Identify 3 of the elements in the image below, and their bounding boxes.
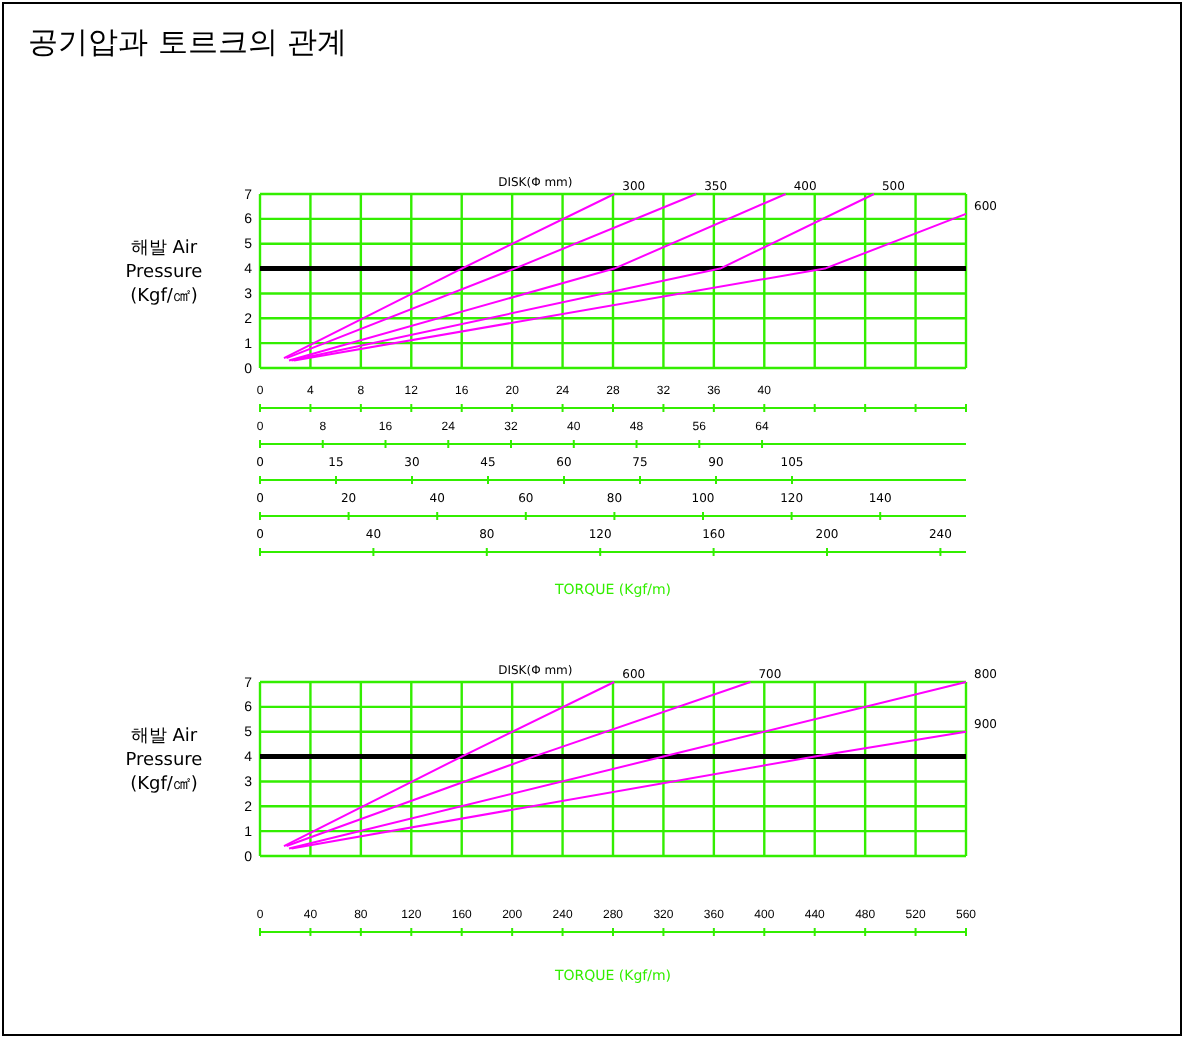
chart-title: 공기압과 토르크의 관계 <box>28 24 348 60</box>
y-axis-title: 해발 Air Pressure (Kgf/㎠) <box>125 239 204 307</box>
y-axis-title: 해발 Air Pressure (Kgf/㎠) <box>125 727 204 795</box>
